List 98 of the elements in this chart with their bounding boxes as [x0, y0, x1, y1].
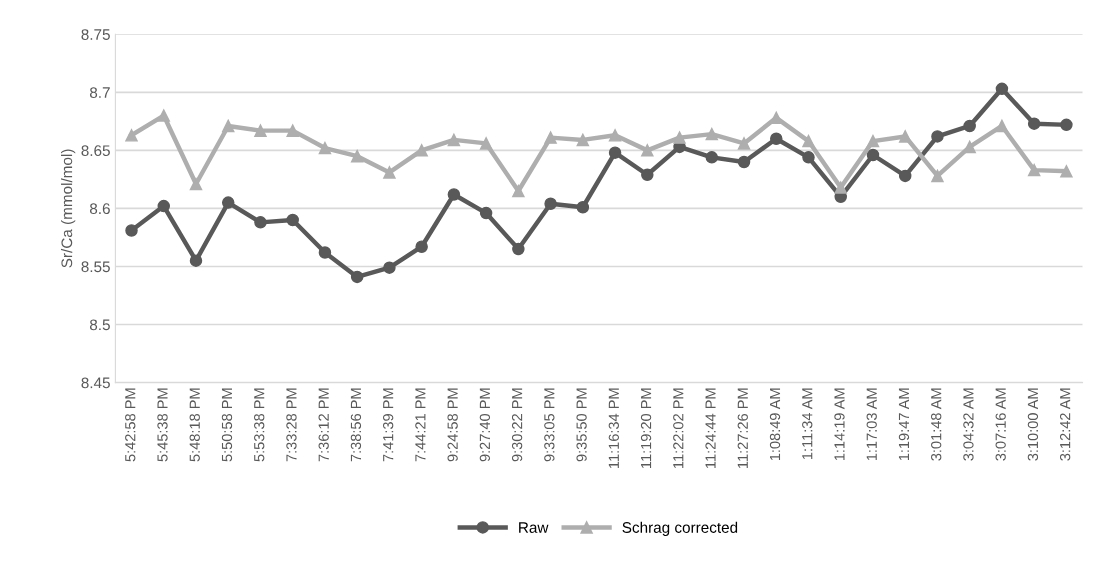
- point: [1027, 163, 1041, 177]
- point: [802, 134, 815, 148]
- y-tick-label: 8.55: [81, 261, 110, 273]
- x-tick-label: 7:33:28 PM: [286, 388, 297, 462]
- point: [512, 184, 525, 198]
- legend-label: Raw: [519, 522, 549, 533]
- x-tick-label: 5:45:38 PM: [157, 388, 168, 462]
- point: [802, 151, 815, 164]
- point: [963, 140, 976, 154]
- point: [286, 213, 299, 227]
- point: [254, 216, 267, 229]
- x-tick-label: 1:17:03 AM: [866, 388, 877, 461]
- point: [221, 119, 235, 133]
- x-tick-label: 1:08:49 AM: [769, 388, 781, 461]
- y-axis-title: Sr/Ca (mmol/mol): [61, 149, 76, 268]
- point: [866, 148, 880, 162]
- x-tick-label: 9:24:58 PM: [447, 388, 458, 462]
- x-tick-label: 9:30:22 PM: [511, 388, 523, 462]
- point: [576, 133, 590, 147]
- point: [1027, 117, 1041, 130]
- y-tick-label: 8.6: [89, 203, 110, 215]
- point: [1060, 118, 1073, 132]
- x-tick-label: 7:44:21 PM: [415, 388, 426, 462]
- point: [254, 124, 267, 137]
- point: [189, 177, 203, 191]
- point: [995, 82, 1009, 96]
- y-tick-label: 8.5: [89, 319, 110, 331]
- y-tick-label: 8.65: [81, 145, 110, 157]
- x-tick-label: 3:10:00 AM: [1027, 388, 1039, 461]
- point: [608, 129, 622, 142]
- point: [673, 131, 686, 144]
- x-tick-label: 7:41:39 PM: [383, 388, 394, 462]
- point: [512, 242, 525, 256]
- point: [221, 196, 235, 209]
- point: [770, 111, 783, 125]
- x-tick-label: 7:38:56 PM: [350, 388, 362, 462]
- x-tick-label: 3:07:16 AM: [995, 388, 1006, 461]
- point: [447, 133, 461, 147]
- point: [834, 181, 847, 194]
- point: [157, 199, 171, 213]
- point: [641, 144, 654, 157]
- point: [447, 188, 461, 201]
- x-tick-label: 9:33:05 PM: [544, 388, 555, 462]
- point: [157, 109, 171, 122]
- x-tick-label: 1:19:47 AM: [898, 388, 910, 461]
- point: [737, 137, 751, 150]
- x-tick-label: 5:50:58 PM: [221, 388, 233, 462]
- point: [415, 240, 428, 253]
- point: [350, 270, 364, 284]
- point: [286, 124, 299, 137]
- point: [737, 155, 751, 169]
- point: [350, 149, 364, 163]
- point: [125, 224, 138, 237]
- point: [479, 206, 493, 220]
- x-tick-label: 5:42:58 PM: [125, 388, 136, 462]
- x-tick-label: 11:24:44 PM: [705, 388, 716, 468]
- x-tick-label: 5:53:38 PM: [254, 388, 265, 462]
- point: [318, 141, 332, 155]
- point: [415, 144, 428, 157]
- point: [931, 130, 944, 143]
- point: [898, 130, 912, 143]
- x-tick-label: 11:27:26 PM: [737, 388, 748, 468]
- point: [931, 169, 944, 183]
- point: [641, 168, 654, 181]
- point: [866, 134, 880, 148]
- x-tick-label: 11:16:34 PM: [608, 388, 619, 468]
- x-tick-label: 7:36:12 PM: [318, 388, 329, 462]
- x-tick-label: 3:01:48 AM: [931, 388, 942, 461]
- y-tick-label: 8.45: [81, 377, 110, 389]
- y-tick-label: 8.7: [89, 87, 110, 98]
- x-tick-label: 3:12:42 AM: [1059, 388, 1071, 461]
- point: [383, 261, 396, 274]
- x-tick-label: 5:48:18 PM: [189, 388, 200, 462]
- point: [189, 254, 203, 267]
- x-tick-label: 9:35:50 PM: [576, 388, 587, 462]
- point: [608, 146, 622, 159]
- point: [479, 137, 493, 150]
- x-tick-label: 1:11:34 AM: [802, 388, 813, 460]
- point: [995, 119, 1009, 133]
- point: [770, 132, 783, 146]
- point: [544, 131, 557, 144]
- legend-label: Schrag corrected: [622, 521, 738, 536]
- y-tick-label: 8.75: [81, 29, 110, 40]
- x-tick-label: 11:19:20 PM: [640, 388, 652, 468]
- point: [576, 201, 590, 214]
- point: [705, 151, 719, 164]
- point: [898, 169, 912, 183]
- point: [963, 119, 976, 133]
- x-tick-label: 11:22:02 PM: [673, 388, 684, 468]
- point: [318, 246, 332, 259]
- x-tick-label: 1:14:19 AM: [834, 388, 845, 461]
- point: [544, 197, 557, 211]
- point: [383, 166, 396, 179]
- x-tick-label: 3:04:32 AM: [963, 388, 974, 461]
- point: [1060, 165, 1073, 178]
- point: [705, 127, 719, 141]
- point: [125, 129, 138, 142]
- x-tick-label: 9:27:40 PM: [479, 388, 491, 462]
